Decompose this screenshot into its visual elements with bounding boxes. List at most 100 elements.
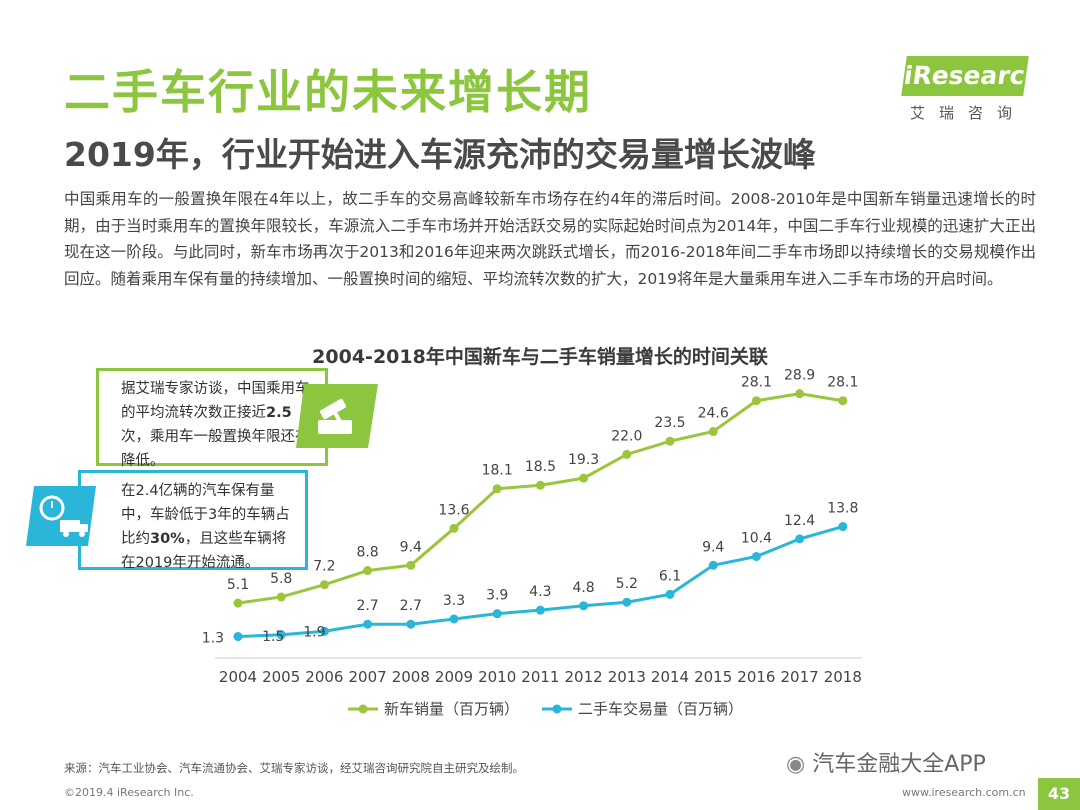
legend-marker-0 bbox=[358, 704, 368, 714]
data-label-1-11: 9.4 bbox=[702, 539, 724, 555]
point-1-7 bbox=[535, 605, 545, 615]
series-layer bbox=[233, 389, 848, 642]
data-label-1-8: 4.8 bbox=[572, 580, 594, 596]
point-0-6 bbox=[492, 484, 502, 494]
tick-layer: 2004 2005 2006 2007 2008 2009 2010 2011 2012 2013… bbox=[219, 668, 862, 686]
point-0-11 bbox=[708, 427, 718, 437]
point-1-14 bbox=[838, 522, 848, 532]
data-label-0-13: 28.9 bbox=[784, 368, 815, 384]
point-1-5 bbox=[449, 614, 459, 624]
point-0-9 bbox=[622, 449, 632, 459]
source-note: 来源：汽车工业协会、汽车流通协会、艾瑞专家访谈，经艾瑞咨询研究院自主研究及绘制。 bbox=[64, 761, 524, 775]
data-label-1-6: 3.9 bbox=[486, 588, 508, 604]
point-0-1 bbox=[276, 592, 286, 602]
point-1-2 bbox=[319, 626, 329, 636]
point-1-12 bbox=[751, 551, 761, 561]
point-1-6 bbox=[492, 609, 502, 619]
data-label-0-3: 8.8 bbox=[356, 545, 378, 561]
callout-stock-text-a: 在2.4亿辆的汽车保有量中，车龄低于3年的车辆占比约 bbox=[121, 483, 290, 547]
callout-vehicle-stock: 在2.4亿辆的汽车保有量中，车龄低于3年的车辆占比约30%，且这些车辆将在201… bbox=[78, 470, 308, 571]
data-label-0-10: 23.5 bbox=[654, 415, 685, 431]
intro-paragraph: 中国乘用车的一般置换年限在4年以上，故二手车的交易高峰较新车市场存在约4年的滞后… bbox=[64, 190, 1036, 288]
x-tick-2011: 2011 bbox=[521, 668, 559, 686]
data-label-1-13: 12.4 bbox=[784, 513, 815, 529]
page-number: 43 bbox=[1038, 778, 1080, 810]
callout-turnover-text-a: 据艾瑞专家访谈，中国乘用车的平均流转次数正接近 bbox=[121, 381, 310, 421]
data-label-1-2: 1.9 bbox=[303, 624, 325, 640]
x-tick-2006: 2006 bbox=[305, 668, 343, 686]
data-label-0-12: 28.1 bbox=[741, 375, 772, 391]
data-label-0-8: 19.3 bbox=[568, 452, 599, 468]
logo-cn-text: 艾瑞咨询 bbox=[909, 104, 1026, 122]
point-0-13 bbox=[795, 389, 805, 399]
data-label-1-0: 1.3 bbox=[202, 631, 224, 647]
point-0-12 bbox=[751, 396, 761, 406]
data-label-0-1: 5.8 bbox=[270, 571, 292, 587]
point-0-10 bbox=[665, 436, 675, 446]
x-tick-2016: 2016 bbox=[737, 668, 775, 686]
data-label-1-9: 5.2 bbox=[616, 576, 638, 592]
x-tick-2013: 2013 bbox=[608, 668, 646, 686]
data-label-0-14: 28.1 bbox=[827, 375, 858, 391]
iresearch-logo: iResearch 艾瑞咨询 bbox=[892, 56, 1045, 126]
data-label-0-4: 9.4 bbox=[400, 539, 422, 555]
data-label-1-4: 2.7 bbox=[400, 598, 422, 614]
data-label-0-6: 18.1 bbox=[482, 463, 513, 479]
point-1-13 bbox=[795, 534, 805, 544]
page-subtitle: 2019年，行业开始进入车源充沛的交易量增长波峰 bbox=[64, 135, 816, 174]
point-1-10 bbox=[665, 589, 675, 599]
x-tick-2017: 2017 bbox=[781, 668, 819, 686]
point-1-0 bbox=[233, 632, 243, 642]
page-title: 二手车行业的未来增长期 bbox=[64, 65, 592, 119]
x-tick-2010: 2010 bbox=[478, 668, 516, 686]
point-1-8 bbox=[579, 601, 589, 611]
data-label-0-0: 5.1 bbox=[227, 577, 249, 593]
legend-label-0: 新车销量（百万辆） bbox=[384, 700, 519, 718]
x-tick-2014: 2014 bbox=[651, 668, 689, 686]
x-tick-2007: 2007 bbox=[349, 668, 387, 686]
watermark: ◉ 汽车金融大全APP bbox=[786, 746, 986, 778]
website-url: www.iresearch.com.cn bbox=[902, 786, 1026, 799]
copyright: ©2019.4 iResearch Inc. bbox=[64, 786, 194, 799]
point-0-7 bbox=[535, 480, 545, 490]
x-tick-2008: 2008 bbox=[392, 668, 430, 686]
callout-stock-bold: 30% bbox=[150, 531, 185, 547]
x-tick-2005: 2005 bbox=[262, 668, 300, 686]
data-label-1-10: 6.1 bbox=[659, 568, 681, 584]
data-label-0-2: 7.2 bbox=[313, 559, 335, 575]
callout-turnover-text-b: 次，乘用车一般置换年限还在降低。 bbox=[121, 429, 310, 469]
data-label-1-1: 1.5 bbox=[262, 629, 284, 645]
data-label-1-12: 10.4 bbox=[741, 530, 772, 546]
data-label-0-7: 18.5 bbox=[525, 459, 556, 475]
point-0-2 bbox=[319, 580, 329, 590]
point-0-3 bbox=[363, 566, 373, 576]
legend: 新车销量（百万辆） 二手车交易量（百万辆） bbox=[348, 700, 743, 718]
point-0-5 bbox=[449, 523, 459, 533]
x-tick-2012: 2012 bbox=[565, 668, 603, 686]
point-1-4 bbox=[406, 619, 416, 629]
data-label-0-9: 22.0 bbox=[611, 428, 642, 444]
x-tick-2018: 2018 bbox=[824, 668, 862, 686]
point-0-14 bbox=[838, 396, 848, 406]
data-label-1-3: 2.7 bbox=[356, 598, 378, 614]
chart-title: 2004-2018年中国新车与二手车销量增长的时间关联 bbox=[312, 346, 768, 368]
data-label-0-11: 24.6 bbox=[698, 406, 729, 422]
label-layer: 5.1 5.8 7.2 8.8 9.4 13.6 18.1 18.5 19.3 22.0 23.5 2… bbox=[202, 368, 859, 647]
callout-turnover: 据艾瑞专家访谈，中国乘用车的平均流转次数正接近2.5 次，乘用车一般置换年限还在降… bbox=[96, 368, 328, 469]
data-label-1-14: 13.8 bbox=[827, 501, 858, 517]
point-0-4 bbox=[406, 560, 416, 570]
data-label-1-7: 4.3 bbox=[529, 584, 551, 600]
data-label-0-5: 13.6 bbox=[438, 502, 469, 518]
x-tick-2004: 2004 bbox=[219, 668, 257, 686]
legend-marker-1 bbox=[552, 704, 562, 714]
point-0-8 bbox=[579, 473, 589, 483]
legend-label-1: 二手车交易量（百万辆） bbox=[578, 700, 743, 718]
callout-turnover-bold: 2.5 bbox=[266, 405, 292, 421]
x-tick-2015: 2015 bbox=[694, 668, 732, 686]
point-1-11 bbox=[708, 560, 718, 570]
x-tick-2009: 2009 bbox=[435, 668, 473, 686]
point-1-9 bbox=[622, 597, 632, 607]
wechat-icon: ◉ bbox=[786, 752, 806, 777]
callout-stock-text-b: ，且这些车辆将在2019年开始流通。 bbox=[121, 531, 287, 571]
